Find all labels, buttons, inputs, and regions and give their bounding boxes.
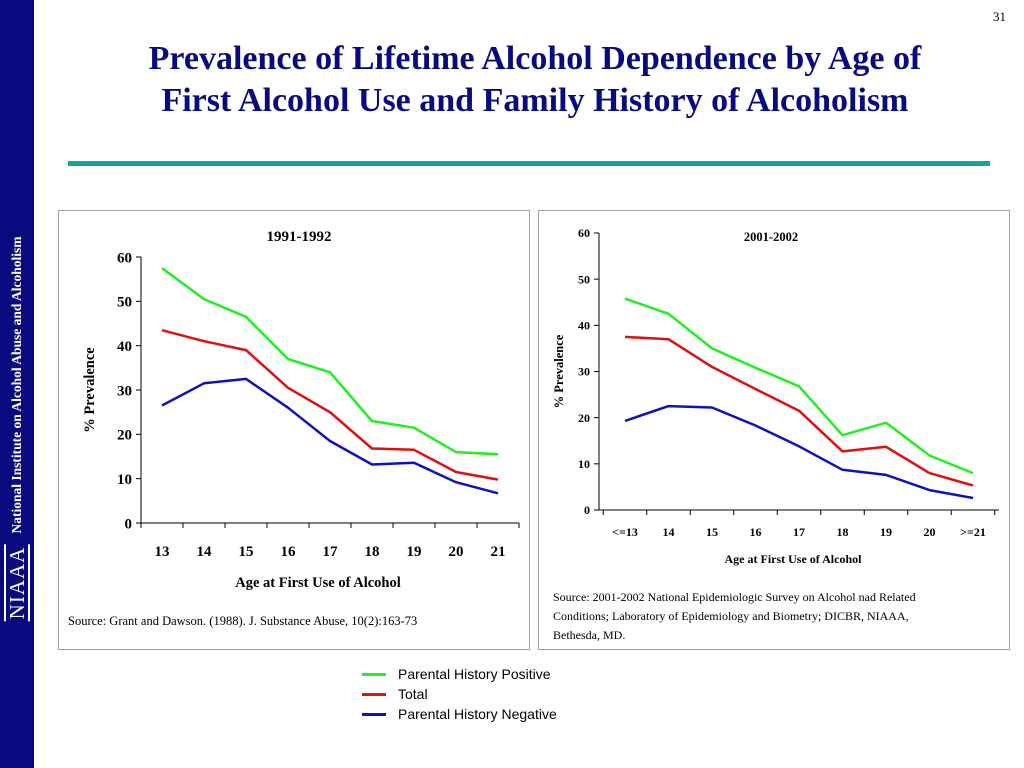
legend-item-total: Total bbox=[362, 684, 557, 704]
legend-label-total: Total bbox=[398, 686, 428, 702]
x-tick-label: 16 bbox=[750, 525, 762, 539]
y-tick-label: 60 bbox=[117, 250, 132, 266]
y-tick-label: 40 bbox=[117, 339, 132, 355]
x-tick-label: 21 bbox=[491, 544, 506, 560]
x-tick-label: 14 bbox=[663, 525, 675, 539]
page-number: 31 bbox=[993, 9, 1006, 24]
legend-swatch-total bbox=[362, 692, 386, 696]
y-tick-label: 50 bbox=[117, 295, 132, 311]
niaaa-logo: NIAAA bbox=[4, 544, 30, 622]
legend-label-negative: Parental History Negative bbox=[398, 706, 557, 722]
chart-source-2001-line-3: Bethesda, MD. bbox=[553, 628, 626, 642]
y-axis-label: % Prevalence bbox=[552, 334, 566, 408]
x-tick-label: 20 bbox=[924, 525, 936, 539]
chart-source-1991: Source: Grant and Dawson. (1988). J. Sub… bbox=[68, 614, 418, 628]
slide-title-line-1: Prevalence of Lifetime Alcohol Dependenc… bbox=[148, 40, 922, 77]
slide-title: Prevalence of Lifetime Alcohol Dependenc… bbox=[60, 38, 1010, 122]
legend-item-positive: Parental History Positive bbox=[362, 664, 557, 684]
x-axis-label: Age at First Use of Alcohol bbox=[725, 552, 863, 566]
series-line-total bbox=[161, 328, 499, 481]
x-tick-label: 19 bbox=[880, 525, 892, 539]
chart-1991-1992: 1991-1992 0 10 20 30 40 50 60 13 14 15 16 17 18 19 20 21… bbox=[82, 229, 520, 591]
y-tick-label: 10 bbox=[578, 457, 590, 471]
x-axis-label: Age at First Use of Alcohol bbox=[235, 575, 401, 591]
y-tick-label: 10 bbox=[117, 472, 132, 488]
chart-source-2001-line-2: Conditions; Laboratory of Epidemiology a… bbox=[553, 609, 909, 623]
chart-source-2001-line-1: Source: 2001-2002 National Epidemiologic… bbox=[553, 590, 916, 604]
x-tick-label: 20 bbox=[449, 544, 464, 560]
y-tick-label: 30 bbox=[117, 383, 132, 399]
x-tick-label: 18 bbox=[365, 544, 380, 560]
x-tick-label: >=21 bbox=[960, 525, 986, 539]
x-tick-label: 17 bbox=[793, 525, 805, 539]
x-tick-label: 14 bbox=[197, 544, 213, 560]
y-axis-label: % Prevalence bbox=[82, 347, 98, 433]
y-tick-label: 0 bbox=[125, 516, 133, 532]
x-tick-label: 15 bbox=[239, 544, 254, 560]
series-line-negative bbox=[624, 404, 974, 500]
chart-panel-2001-2002: 2001-2002 0 10 20 30 40 50 60 <=13 14 15 16 17 18 19 20… bbox=[538, 210, 1010, 650]
y-tick-label: 50 bbox=[578, 272, 590, 286]
chart-title: 2001-2002 bbox=[744, 230, 798, 244]
series-line-positive bbox=[161, 267, 499, 456]
y-tick-label: 20 bbox=[117, 428, 132, 444]
legend-label-positive: Parental History Positive bbox=[398, 666, 551, 682]
y-tick-label: 60 bbox=[578, 226, 590, 240]
y-tick-label: 30 bbox=[578, 365, 590, 379]
series-line-total bbox=[624, 335, 974, 487]
legend-swatch-negative bbox=[362, 712, 386, 716]
y-tick-label: 40 bbox=[578, 319, 590, 333]
x-tick-label: 13 bbox=[155, 544, 170, 560]
chart-source-2001: Source: 2001-2002 National Epidemiologic… bbox=[553, 588, 916, 645]
legend-swatch-positive bbox=[362, 672, 386, 676]
x-tick-label: <=13 bbox=[612, 525, 638, 539]
chart-panel-1991-1992: 1991-1992 0 10 20 30 40 50 60 13 14 15 16 17 18 19 20 21… bbox=[58, 210, 530, 650]
chart-legend: Parental History Positive Total Parental… bbox=[362, 664, 557, 724]
y-tick-label: 20 bbox=[578, 411, 590, 425]
x-tick-label: 19 bbox=[407, 544, 422, 560]
series-line-positive bbox=[624, 297, 974, 475]
x-tick-label: 16 bbox=[281, 544, 297, 560]
sidebar-institute-name: National Institute on Alcohol Abuse and … bbox=[9, 236, 24, 534]
legend-item-negative: Parental History Negative bbox=[362, 704, 557, 724]
y-tick-label: 0 bbox=[584, 503, 590, 517]
title-underline bbox=[68, 161, 990, 166]
x-tick-label: 15 bbox=[706, 525, 718, 539]
series-line-negative bbox=[161, 377, 499, 495]
x-tick-label: 17 bbox=[323, 544, 339, 560]
slide-title-line-2: First Alcohol Use and Family History of … bbox=[161, 82, 909, 119]
sidebar-band: National Institute on Alcohol Abuse and … bbox=[0, 0, 34, 768]
chart-title: 1991-1992 bbox=[267, 229, 332, 245]
chart-2001-2002: 2001-2002 0 10 20 30 40 50 60 <=13 14 15 16 17 18 19 20… bbox=[552, 226, 999, 566]
x-tick-label: 18 bbox=[837, 525, 849, 539]
